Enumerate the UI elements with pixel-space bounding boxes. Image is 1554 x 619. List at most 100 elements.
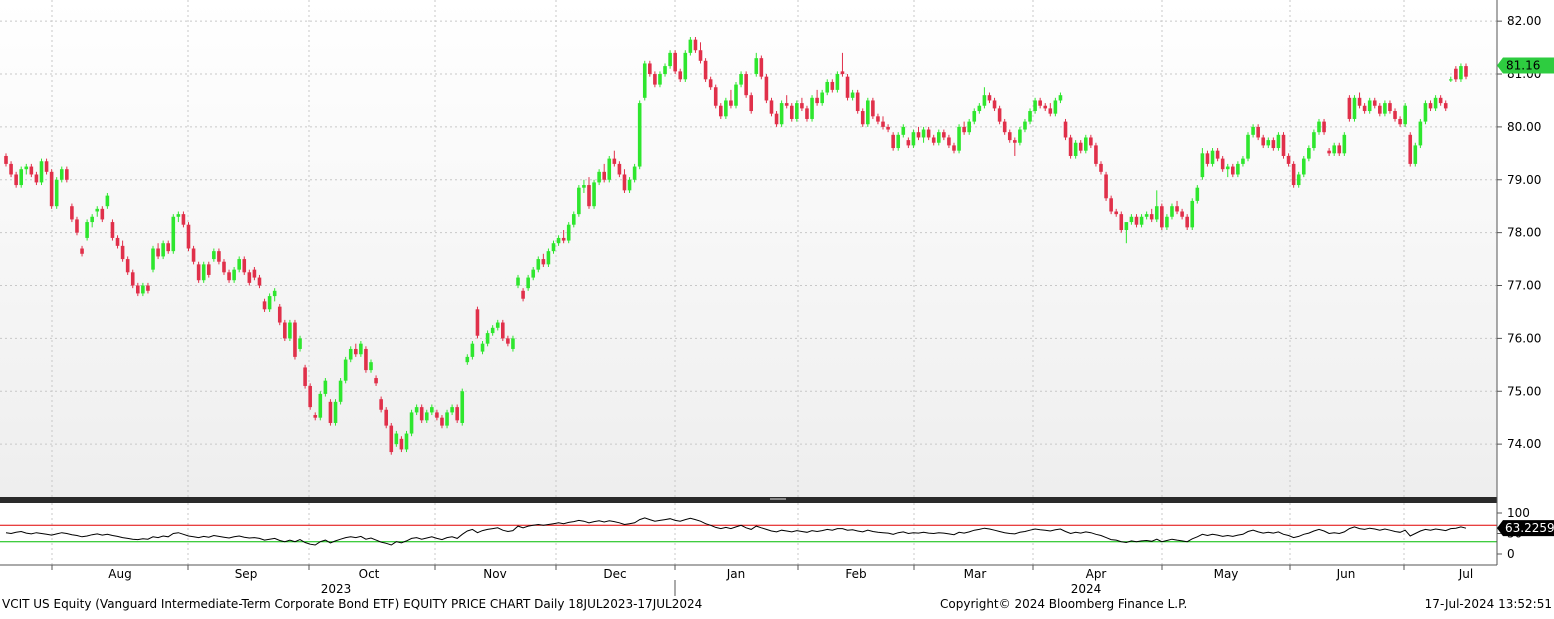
candle — [44, 158, 49, 175]
candle — [1139, 214, 1144, 228]
candle-body — [1383, 103, 1387, 114]
candle — [1002, 118, 1007, 135]
copyright-text: Copyright© 2024 Bloomberg Finance L.P. — [940, 597, 1188, 611]
candle-body — [891, 134, 895, 149]
candle — [1013, 137, 1017, 156]
rsi-last-marker — [1497, 520, 1554, 537]
candle — [653, 71, 657, 88]
candle — [171, 214, 176, 254]
candle-body — [1124, 222, 1129, 230]
candle — [754, 52, 759, 77]
x-year-label: 2023 — [321, 582, 352, 596]
candle-body — [1332, 145, 1336, 154]
candle — [262, 298, 267, 312]
candle — [962, 121, 966, 135]
candle — [607, 155, 612, 183]
candle — [176, 211, 181, 223]
candle — [1053, 97, 1058, 117]
candle — [440, 415, 444, 429]
candle-body — [1053, 100, 1058, 114]
candle — [1119, 211, 1124, 233]
candle-body — [561, 237, 566, 241]
candle — [1438, 95, 1443, 106]
x-month-label: Feb — [845, 567, 866, 581]
candle — [1078, 140, 1083, 154]
candle — [1170, 203, 1174, 220]
candle — [602, 163, 606, 183]
candle-body — [424, 412, 429, 421]
candle — [997, 105, 1002, 125]
candle — [1225, 163, 1230, 178]
candle-body — [176, 214, 181, 217]
x-year-label: 2024 — [1071, 582, 1102, 596]
candle — [764, 74, 769, 104]
candle-body — [1180, 211, 1184, 217]
candle-body — [288, 322, 292, 339]
candle — [531, 267, 536, 281]
candle — [39, 158, 44, 186]
candle — [34, 171, 39, 186]
candle — [59, 166, 64, 183]
candle-body — [1007, 132, 1012, 141]
candle — [323, 378, 328, 397]
candle — [430, 404, 434, 416]
candle — [333, 399, 338, 426]
candle-body — [876, 116, 880, 122]
candle-body — [379, 399, 383, 410]
candle — [272, 288, 277, 302]
candle-body — [577, 187, 581, 215]
candle — [749, 92, 754, 114]
candle-body — [303, 367, 307, 386]
candle — [95, 206, 100, 217]
candle-body — [718, 105, 723, 117]
candle — [1296, 171, 1301, 188]
candle-body — [789, 105, 794, 119]
candle — [470, 341, 475, 360]
x-month-label: Mar — [964, 567, 987, 581]
candle-body — [105, 195, 110, 207]
candle-body — [242, 259, 247, 273]
candle — [1134, 214, 1139, 228]
candle-body — [328, 401, 333, 423]
candle — [860, 108, 865, 127]
candle — [521, 288, 525, 302]
candle-body — [85, 222, 89, 238]
candle-body — [146, 285, 150, 291]
candle-body — [1205, 153, 1210, 164]
candle-body — [95, 208, 100, 212]
candle-body — [921, 129, 926, 138]
candle — [947, 134, 951, 149]
candle — [805, 105, 809, 122]
candle-body — [1296, 174, 1301, 186]
candle — [739, 71, 743, 88]
candle-body — [982, 95, 987, 106]
candle-body — [39, 161, 44, 183]
candle-body — [987, 95, 992, 101]
candle — [348, 346, 353, 363]
candle-body — [668, 52, 672, 67]
candle-body — [1073, 142, 1078, 156]
candle-body — [800, 103, 804, 109]
candle — [389, 422, 394, 455]
candle-body — [171, 216, 176, 252]
candle — [419, 404, 424, 423]
candle — [795, 100, 799, 122]
candle — [252, 267, 257, 281]
candle-body — [475, 309, 480, 336]
candle — [146, 282, 150, 294]
candle-body — [703, 60, 708, 80]
candle-body — [850, 92, 855, 98]
candle — [724, 97, 728, 119]
candle-body — [911, 132, 916, 146]
candle-body — [156, 248, 160, 257]
candle — [495, 319, 500, 331]
candle-body — [232, 269, 236, 281]
candle-body — [1119, 214, 1124, 230]
candle — [632, 163, 637, 183]
candle-body — [1388, 103, 1392, 112]
candle-body — [419, 407, 424, 421]
candle — [65, 166, 69, 183]
candle — [718, 103, 723, 119]
candle-body — [1058, 95, 1063, 101]
